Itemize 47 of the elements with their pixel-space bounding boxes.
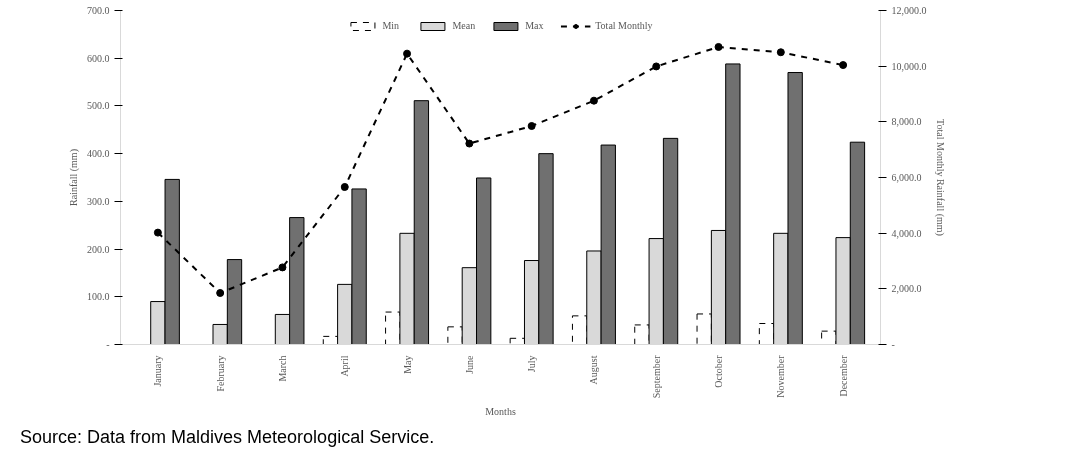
legend-label: Total Monthly xyxy=(595,20,653,31)
y2-tick-label: 4,000.0 xyxy=(891,227,922,239)
x-tick-label: December xyxy=(837,354,849,397)
y-tick-label: 500.0 xyxy=(87,100,110,112)
x-tick-label: May xyxy=(401,355,413,374)
point xyxy=(652,62,661,71)
y-tick-label: 300.0 xyxy=(87,195,110,207)
y-tick-label: 700.0 xyxy=(87,5,110,16)
y2-tick-label: - xyxy=(891,339,895,350)
x-tick-label: April xyxy=(339,355,351,377)
y2-tick-label: 12,000.0 xyxy=(891,5,927,16)
x-tick-label: July xyxy=(526,355,538,373)
point xyxy=(776,48,785,57)
x-tick-label: January xyxy=(152,355,164,387)
y2-tick-label: 10,000.0 xyxy=(891,60,927,72)
point xyxy=(839,61,848,70)
x-axis-title: Months xyxy=(485,406,516,418)
x-tick-label: August xyxy=(588,355,600,385)
y2-tick-label: 6,000.0 xyxy=(891,172,922,183)
y-tick-label: 200.0 xyxy=(87,243,110,255)
point xyxy=(465,139,474,148)
y-tick-label: 400.0 xyxy=(87,148,110,160)
legend-label: Max xyxy=(525,20,545,31)
y-tick-label: 600.0 xyxy=(87,52,110,64)
x-tick-label: June xyxy=(463,354,475,374)
y2-axis-title: Total Monthly Rainfall (mm) xyxy=(933,119,946,236)
x-tick-label: February xyxy=(214,355,226,392)
y2-tick-label: 2,000.0 xyxy=(891,283,922,295)
x-tick-label: September xyxy=(650,354,662,399)
legend-label: Min xyxy=(382,20,401,31)
y-axis-title: Rainfall (mm) xyxy=(68,149,80,206)
y-tick-label: 100.0 xyxy=(87,291,110,303)
point xyxy=(278,263,287,272)
x-tick-label: October xyxy=(713,354,725,388)
point xyxy=(340,182,349,191)
y-tick-label: - xyxy=(106,339,110,350)
point xyxy=(527,122,536,130)
x-tick-label: March xyxy=(276,355,288,382)
point xyxy=(589,96,598,105)
y2-tick-label: 8,000.0 xyxy=(891,116,922,128)
point xyxy=(714,42,723,51)
x-tick-label: November xyxy=(775,354,787,398)
legend-label: Mean xyxy=(452,20,476,31)
point xyxy=(216,289,225,297)
source-note: Source: Data from Maldives Meteorological Service. xyxy=(20,426,435,449)
point xyxy=(403,49,412,58)
point xyxy=(153,228,162,237)
